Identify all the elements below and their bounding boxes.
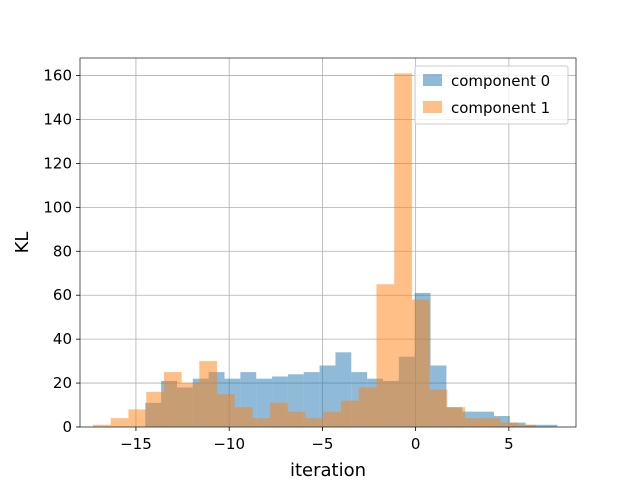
histogram-bar	[429, 389, 448, 427]
x-tick-label: −5	[311, 435, 333, 453]
axis-ticks: −15 −10 −5 0 5 0 20 40 60 80 100 120 140 160	[43, 67, 513, 453]
histogram-bar	[252, 418, 271, 427]
histogram-bar	[110, 418, 129, 427]
histogram-bar	[234, 407, 253, 427]
histogram-bar	[199, 361, 218, 427]
histogram-bar	[376, 284, 395, 427]
histogram-bar	[541, 424, 558, 427]
histogram-bar	[394, 73, 412, 427]
y-axis-label: KL	[12, 232, 33, 254]
histogram-bar	[217, 394, 235, 427]
histogram-bar	[465, 418, 483, 427]
histogram-bar	[256, 378, 273, 427]
x-tick-label: −10	[213, 435, 245, 453]
histogram-bar	[358, 387, 377, 427]
x-tick-label: −15	[120, 435, 152, 453]
legend-swatch-component-0	[423, 74, 442, 86]
histogram-bar	[303, 372, 320, 427]
histogram-bar	[500, 422, 519, 427]
histogram-bar	[93, 424, 111, 427]
x-axis-label: iteration	[290, 460, 366, 480]
histogram-bar	[447, 407, 466, 427]
histogram-bar	[181, 383, 200, 427]
series-component-1-bars	[93, 73, 536, 427]
histogram-bar	[146, 391, 164, 427]
legend-entry-component-1: component 1	[451, 99, 550, 117]
y-tick-label: 0	[62, 418, 72, 436]
y-tick-label: 40	[53, 330, 72, 348]
histogram-bar	[482, 418, 501, 427]
histogram-bar	[411, 299, 430, 427]
x-tick-label: 0	[411, 435, 421, 453]
y-tick-label: 120	[43, 154, 72, 172]
histogram-bar	[270, 402, 288, 427]
y-tick-label: 160	[43, 67, 72, 85]
histogram-bar	[323, 411, 342, 427]
histogram-bar	[493, 416, 510, 427]
histogram-bar	[287, 411, 306, 427]
legend-swatch-component-1	[423, 101, 442, 113]
histogram-bar	[518, 424, 536, 427]
histogram-bar	[128, 409, 147, 427]
histogram-bar	[305, 418, 324, 427]
legend-entry-component-0: component 0	[451, 72, 550, 90]
y-tick-label: 80	[53, 242, 72, 260]
y-tick-label: 100	[43, 198, 72, 216]
legend: component 0 component 1	[414, 65, 569, 125]
y-tick-label: 60	[53, 286, 72, 304]
y-tick-label: 20	[53, 374, 72, 392]
y-tick-label: 140	[43, 111, 72, 129]
x-tick-label: 5	[504, 435, 514, 453]
legend-box	[414, 65, 569, 125]
histogram-bar	[341, 400, 359, 427]
histogram-bar	[163, 372, 182, 427]
plot-frame	[79, 57, 577, 428]
